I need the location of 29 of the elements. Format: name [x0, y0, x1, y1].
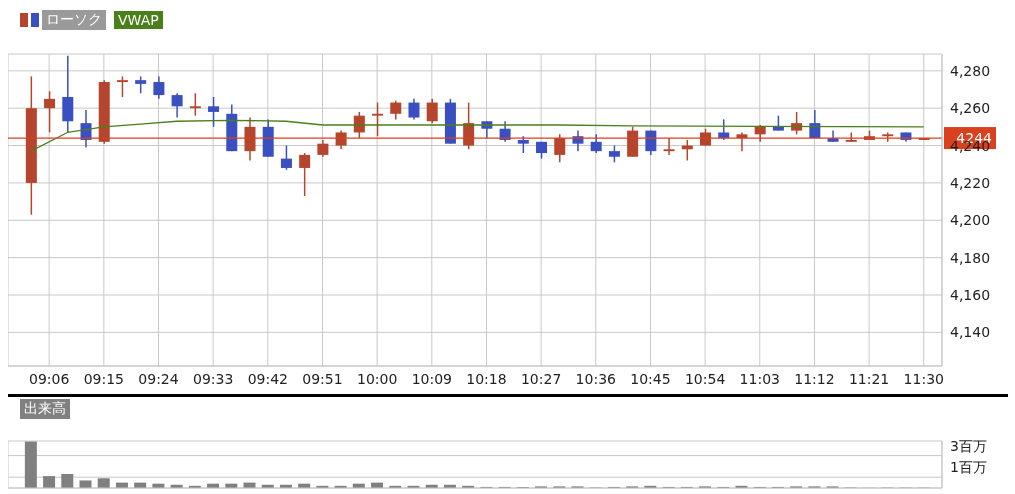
x-tick-label: 10:27 [520, 370, 562, 387]
legend-label: ローソク [42, 10, 106, 30]
series-label: 出来高 [20, 399, 70, 419]
x-tick-label: 09:33 [192, 370, 234, 387]
y-tick-label: 4,220 [950, 174, 991, 191]
y-tick-label: 4,200 [950, 212, 991, 229]
x-tick-label: 09:15 [83, 370, 125, 387]
y-tick-label: 4,280 [950, 62, 991, 79]
y-tick-label: 1百万 [950, 459, 987, 476]
y-tick-label: 4,160 [950, 286, 991, 303]
x-tick-label: 11:03 [739, 370, 780, 387]
x-tick-label: 11:21 [848, 370, 890, 387]
x-tick-label: 09:24 [138, 370, 179, 387]
x-tick-label: 10:54 [684, 370, 726, 387]
x-tick-label: 10:00 [356, 370, 398, 387]
x-tick-label: 10:45 [630, 370, 671, 387]
x-tick-label: 09:42 [247, 370, 289, 387]
x-tick-label: 11:30 [903, 370, 944, 387]
y-tick-label: 4,260 [950, 100, 991, 117]
x-tick-label: 09:51 [302, 370, 343, 387]
x-tick-label: 10:09 [411, 370, 452, 387]
y-tick-label: 3百万 [950, 437, 987, 454]
text: VWAP [114, 11, 163, 29]
x-tick-label: 11:12 [794, 370, 835, 387]
y-tick-label: 4,140 [950, 324, 991, 341]
x-tick-label: 09:06 [29, 370, 70, 387]
x-tick-label: 10:18 [466, 370, 507, 387]
y-tick-label: 4,180 [950, 249, 991, 266]
x-tick-label: 10:36 [575, 370, 617, 387]
